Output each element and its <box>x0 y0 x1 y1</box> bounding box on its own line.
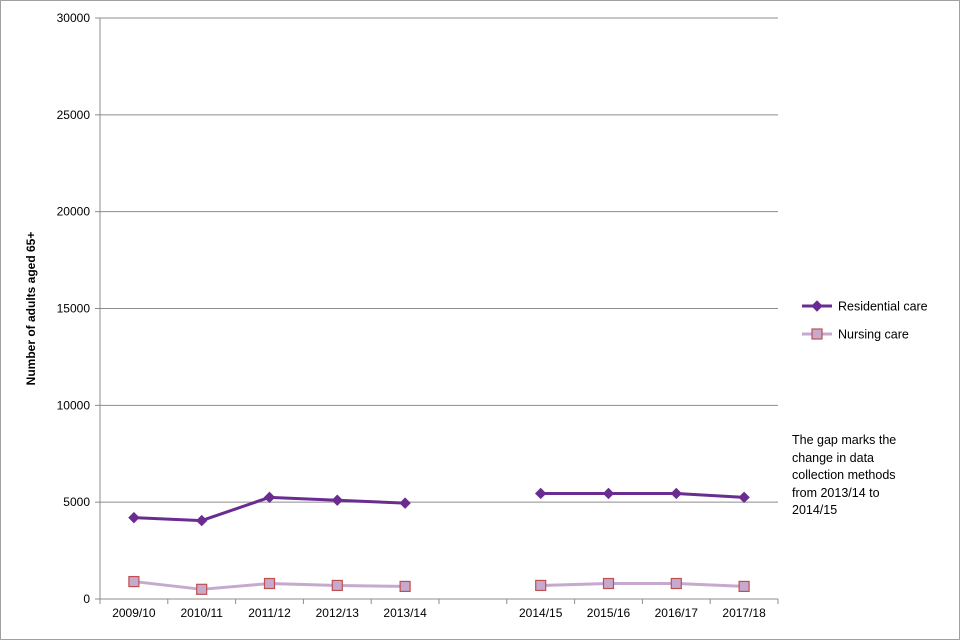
data-point <box>128 575 140 588</box>
data-point <box>196 583 208 595</box>
annotation-line: 2014/15 <box>792 503 838 517</box>
y-tick-label: 5000 <box>63 495 90 509</box>
x-tick-label: 2017/18 <box>722 606 766 620</box>
series-residential-care <box>128 487 750 527</box>
legend-label: Nursing care <box>838 328 909 342</box>
data-point <box>602 577 615 590</box>
x-tick-label: 2010/11 <box>180 606 223 620</box>
legend-item: Nursing care <box>802 328 909 342</box>
annotation-line: change in data <box>792 450 875 465</box>
data-point <box>738 491 750 504</box>
y-tick-labels: 0 5000 10000 15000 20000 25000 30000 <box>57 11 91 606</box>
annotation-line: The gap marks the <box>792 433 897 447</box>
series-nursing-care <box>128 575 750 595</box>
data-point <box>738 580 750 593</box>
annotation-line: collection methods <box>792 468 896 482</box>
legend-swatch-marker <box>811 300 823 312</box>
x-tick-label: 2016/17 <box>655 606 699 620</box>
series-line <box>540 582 745 588</box>
data-point <box>128 511 140 524</box>
data-point <box>331 494 344 506</box>
y-tick-label: 20000 <box>57 205 91 219</box>
data-point <box>670 487 683 500</box>
legend-label: Residential care <box>838 300 928 314</box>
data-point <box>331 579 343 592</box>
series-layer <box>128 487 750 595</box>
y-axis-title: Number of adults aged 65+ <box>24 232 38 386</box>
y-tick-label: 25000 <box>57 108 91 122</box>
data-point <box>195 514 208 527</box>
y-tick-label: 0 <box>83 592 90 606</box>
data-point <box>535 579 547 592</box>
legend: Residential care Nursing care <box>802 300 928 342</box>
y-tick-label: 30000 <box>57 11 91 25</box>
x-tick-label: 2012/13 <box>316 606 360 620</box>
series-line <box>540 491 745 499</box>
data-point <box>534 487 547 500</box>
x-tick-label: 2009/10 <box>112 606 156 620</box>
annotation-line: from 2013/14 to <box>792 485 880 500</box>
y-tick-label: 15000 <box>57 302 91 316</box>
legend-item: Residential care <box>802 300 928 314</box>
y-tick-label: 10000 <box>57 398 91 412</box>
data-point <box>263 491 276 504</box>
gap-annotation: The gap marks the change in data collectio… <box>792 432 942 520</box>
x-tick-label: 2015/16 <box>587 606 631 620</box>
data-point <box>399 580 411 593</box>
x-tick-label: 2013/14 <box>383 606 427 620</box>
legend-swatch-marker <box>811 328 823 340</box>
data-point <box>602 487 615 500</box>
x-tick-label: 2014/15 <box>519 606 563 620</box>
data-point <box>399 497 411 509</box>
x-tick-label: 2011/12 <box>248 606 291 620</box>
gridlines <box>95 17 778 600</box>
data-point <box>670 577 682 590</box>
x-tick-labels: 2009/10 2010/11 2011/12 2012/13 2013/14 2014/… <box>99 599 779 620</box>
data-point <box>263 577 276 590</box>
